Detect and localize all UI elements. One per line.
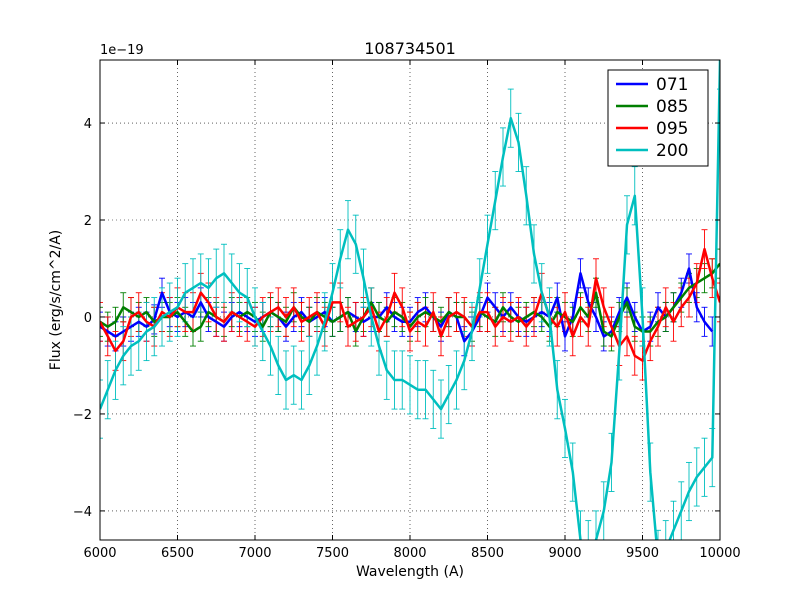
series-lines <box>100 60 720 540</box>
x-tick-label: 8000 <box>393 546 426 561</box>
y-offset-label: 1e−19 <box>100 43 144 58</box>
y-tick-label: 2 <box>84 214 92 229</box>
y-tick-label: 4 <box>84 117 92 132</box>
series-line-200 <box>100 60 720 540</box>
legend-label-085: 085 <box>656 97 688 117</box>
series-line-095 <box>100 247 720 362</box>
x-tick-label: 9000 <box>548 546 581 561</box>
axis-ticks: 6000 6500 7000 7500 8000 8500 9000 9500 10000 −4 −… <box>73 60 741 561</box>
series-line-085 <box>100 262 720 338</box>
x-tick-label: 9500 <box>626 546 659 561</box>
chart-title: 108734501 <box>364 39 456 58</box>
x-axis-label: Wavelength (A) <box>356 564 464 580</box>
x-tick-label: 10000 <box>699 546 740 561</box>
y-tick-label: −4 <box>73 505 92 520</box>
y-tick-label: 0 <box>84 311 92 326</box>
legend-label-095: 095 <box>656 119 688 139</box>
x-tick-label: 6500 <box>161 546 194 561</box>
y-tick-label: −2 <box>73 408 92 423</box>
x-tick-label: 8500 <box>471 546 504 561</box>
legend-label-071: 071 <box>656 75 688 95</box>
x-tick-label: 7000 <box>238 546 271 561</box>
x-tick-label: 6000 <box>83 546 116 561</box>
y-axis-label: Flux (erg/s/cm^2/A) <box>48 230 64 370</box>
x-tick-label: 7500 <box>316 546 349 561</box>
legend-label-200: 200 <box>656 141 688 161</box>
